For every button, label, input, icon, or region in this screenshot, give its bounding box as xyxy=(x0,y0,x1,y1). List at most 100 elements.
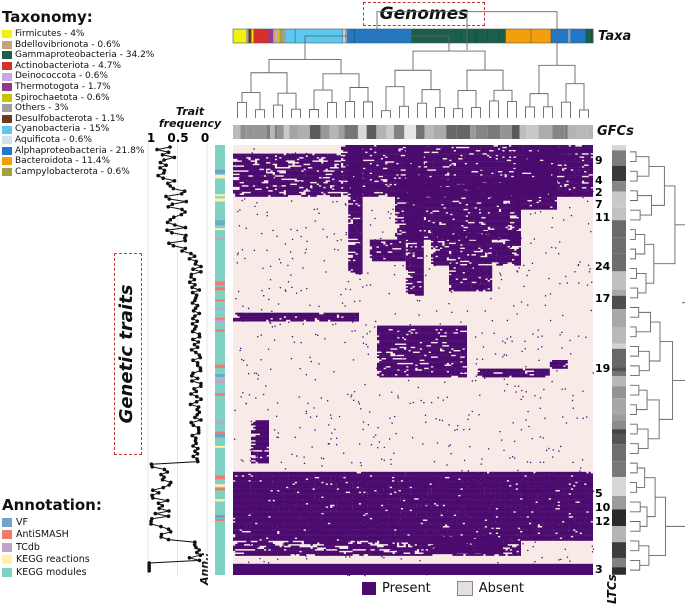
heatmap-cell xyxy=(455,235,458,238)
heatmap-cell xyxy=(353,240,363,242)
frequency-point xyxy=(191,316,195,321)
heatmap-cell xyxy=(323,486,353,489)
heatmap-cell xyxy=(405,199,424,202)
heatmap-cell xyxy=(321,185,330,187)
annotation-track-segment xyxy=(215,299,225,302)
heatmap-cell xyxy=(550,193,557,196)
frequency-point xyxy=(167,241,171,245)
heatmap-cell xyxy=(248,170,267,172)
heatmap-cell xyxy=(448,424,450,426)
heatmap-cell xyxy=(233,476,245,479)
heatmap-cell xyxy=(446,341,467,344)
heatmap-cell xyxy=(383,459,385,461)
heatmap-cell xyxy=(419,212,422,215)
heatmap-cell xyxy=(437,338,447,341)
heatmap-cell xyxy=(436,502,441,505)
ltc-dendrogram xyxy=(630,151,685,571)
heatmap-cell xyxy=(431,343,443,346)
heatmap-cell xyxy=(261,188,275,191)
heatmap-cell xyxy=(327,424,330,426)
frequency-point xyxy=(194,545,198,550)
heatmap-cell xyxy=(408,327,445,330)
heatmap-cell xyxy=(414,525,443,528)
heatmap-cell xyxy=(589,268,591,270)
heatmap-cell xyxy=(320,514,322,516)
heatmap-cell xyxy=(562,491,578,494)
heatmap-cell xyxy=(352,524,364,527)
heatmap-cell xyxy=(584,535,593,538)
heatmap-cell xyxy=(462,488,516,491)
heatmap-cell xyxy=(401,184,404,187)
heatmap-cell xyxy=(577,491,580,494)
heatmap-cell xyxy=(345,288,347,290)
heatmap-cell xyxy=(520,524,538,527)
heatmap-cell xyxy=(579,512,593,515)
heatmap-cell xyxy=(362,342,365,344)
heatmap-cell xyxy=(408,249,411,251)
heatmap-cell xyxy=(395,364,402,367)
gfc-segment xyxy=(456,125,471,139)
heatmap-cell xyxy=(299,367,301,370)
heatmap-cell xyxy=(244,193,275,196)
heatmap-cell xyxy=(355,251,363,254)
heatmap-cell xyxy=(312,507,322,510)
ltc-cluster-label: 5 xyxy=(595,487,603,500)
heatmap-cell xyxy=(562,537,574,540)
heatmap-cell xyxy=(541,153,557,155)
heatmap-cell xyxy=(314,153,328,156)
heatmap-cell xyxy=(405,277,420,280)
heatmap-cell xyxy=(241,173,273,176)
heatmap-cell xyxy=(387,193,397,196)
heatmap-cell xyxy=(390,365,407,368)
heatmap-cell xyxy=(493,172,496,175)
heatmap-cell xyxy=(449,525,454,528)
heatmap-cell xyxy=(520,538,532,541)
heatmap-cell xyxy=(533,511,552,513)
heatmap-cell xyxy=(514,221,521,224)
heatmap-cell xyxy=(295,174,297,176)
heatmap-cell xyxy=(277,432,279,434)
taxonomy-legend-item: Desulfobacterota - 1.1% xyxy=(2,114,154,125)
heatmap-cell xyxy=(509,545,513,548)
heatmap-cell xyxy=(532,161,534,164)
heatmap-cell xyxy=(573,164,585,167)
heatmap-cell xyxy=(408,253,413,256)
heatmap-cell xyxy=(492,220,494,222)
heatmap-cell xyxy=(524,180,549,183)
heatmap-cell xyxy=(395,349,398,352)
heatmap-cell xyxy=(358,191,375,194)
annotation-legend-items: VF AntiSMASH TCdb KEGG reactions KEGG module… xyxy=(2,516,102,579)
dendrogram-branch xyxy=(273,104,283,118)
taxa-segment xyxy=(282,29,287,43)
heatmap-cell xyxy=(393,452,395,454)
heatmap-cell xyxy=(557,178,567,181)
heatmap-cell xyxy=(498,242,503,245)
heatmap-cell xyxy=(261,522,328,525)
heatmap-cell xyxy=(554,247,557,249)
heatmap-cell xyxy=(516,201,537,204)
heatmap-cell xyxy=(496,252,512,255)
heatmap-cell xyxy=(403,232,405,235)
heatmap-cell xyxy=(356,317,359,320)
heatmap-cell xyxy=(543,173,545,175)
frequency-point xyxy=(165,228,169,232)
heatmap-cell xyxy=(586,532,593,535)
heatmap-cell xyxy=(579,525,593,528)
heatmap-cell xyxy=(408,236,424,239)
heatmap-cell xyxy=(270,548,284,551)
heatmap-cell xyxy=(498,205,521,208)
gfc-segment xyxy=(519,125,527,139)
heatmap-cell xyxy=(238,177,240,180)
heatmap-cell xyxy=(482,375,501,378)
heatmap-cell xyxy=(591,551,594,553)
heatmap-cell xyxy=(585,495,587,497)
heatmap-cell xyxy=(270,499,273,502)
heatmap-cell xyxy=(389,484,423,487)
heatmap-cell xyxy=(378,441,381,443)
heatmap-cell xyxy=(454,181,477,183)
heatmap-cell xyxy=(451,522,459,525)
heatmap-cell xyxy=(551,149,582,152)
heatmap-cell xyxy=(296,168,304,171)
heatmap-cell xyxy=(442,237,456,240)
heatmap-cell xyxy=(334,161,341,164)
